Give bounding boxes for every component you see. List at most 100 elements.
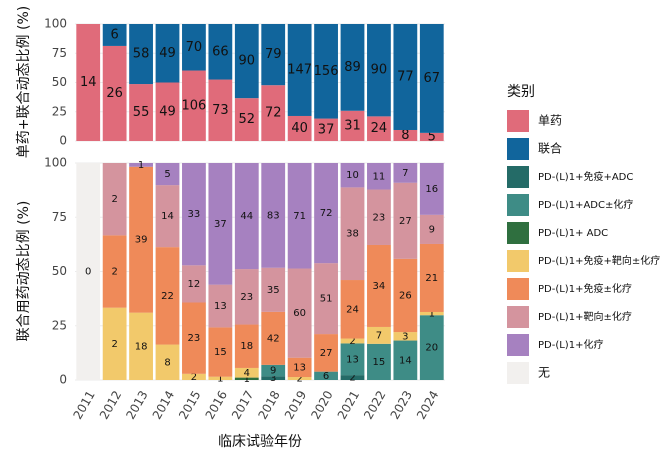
bar-segment — [182, 373, 206, 380]
data-label: 11 — [373, 171, 386, 182]
y-tick-label: 25 — [52, 104, 67, 118]
data-label: 3 — [270, 373, 276, 384]
bar-segment — [393, 163, 418, 183]
legend-label: 联合 — [538, 141, 562, 156]
bar-segment — [314, 118, 338, 141]
x-tick-label: 2024 — [414, 388, 441, 421]
bar-segment — [340, 110, 365, 141]
bar-segment — [367, 244, 391, 327]
bar-segment — [314, 263, 338, 335]
bar-segment — [208, 163, 233, 285]
bar-segment — [155, 82, 180, 141]
data-label: 72 — [320, 208, 333, 219]
data-label: 1 — [429, 309, 435, 320]
y-tick-label: 100 — [44, 17, 67, 31]
x-tick-label: 2017 — [229, 388, 256, 421]
bar-segment — [129, 166, 153, 313]
bar-segment — [314, 24, 338, 119]
data-label: 15 — [373, 357, 386, 368]
bar-segment — [234, 163, 259, 270]
bar-segment — [287, 24, 312, 116]
bar-segment — [367, 116, 391, 141]
y-tick-label: 50 — [52, 264, 67, 278]
data-label: 66 — [212, 44, 229, 59]
bar-segment — [314, 163, 338, 264]
data-label: 14 — [161, 211, 174, 222]
data-label: 8 — [164, 357, 170, 368]
data-label: 37 — [214, 219, 227, 230]
data-label: 18 — [240, 341, 253, 352]
data-label: 38 — [346, 229, 359, 240]
bar-segment — [102, 235, 127, 308]
data-label: 83 — [267, 210, 280, 221]
bar-segment — [287, 377, 312, 380]
x-tick-label: 2018 — [255, 388, 282, 421]
legend-swatch — [507, 334, 529, 356]
bar-segment — [340, 280, 365, 339]
bar-segment — [419, 311, 444, 316]
y-tick-label: 25 — [52, 318, 67, 332]
data-label: 52 — [239, 112, 256, 127]
bar-segment — [261, 376, 286, 380]
data-label: 73 — [212, 103, 229, 118]
bar-segment — [340, 163, 365, 188]
data-label: 5 — [428, 129, 436, 144]
legend-label: PD-(L)1+化疗 — [538, 338, 603, 351]
legend-swatch — [507, 306, 529, 328]
bar-segment — [102, 307, 127, 380]
data-label: 4 — [244, 368, 250, 379]
x-tick-label: 2013 — [123, 388, 150, 421]
data-label: 42 — [267, 333, 280, 344]
data-label: 147 — [287, 62, 312, 77]
bar-segment — [208, 79, 233, 141]
data-label: 60 — [293, 308, 306, 319]
data-label: 39 — [135, 235, 148, 246]
x-tick-label: 2015 — [176, 388, 203, 421]
bar-segment — [419, 132, 444, 141]
data-label: 3 — [402, 331, 408, 342]
data-label: 40 — [291, 121, 308, 136]
data-label: 24 — [346, 304, 359, 315]
bar-segment — [287, 268, 312, 358]
bar-segment — [129, 24, 153, 85]
legend-label: 无 — [538, 366, 550, 380]
bar-segment — [76, 24, 101, 141]
legend-label: PD-(L)1+免疫+靶向±化疗 — [538, 254, 660, 267]
bar-segment — [340, 343, 365, 376]
x-tick-label: 2021 — [335, 388, 362, 421]
data-label: 1 — [244, 374, 250, 385]
bar-segment — [182, 265, 206, 303]
data-label: 90 — [239, 54, 256, 69]
data-label: 77 — [397, 69, 414, 84]
x-tick-label: 2014 — [150, 388, 177, 421]
data-label: 2 — [111, 267, 117, 278]
bar-segment — [393, 129, 418, 141]
bar-segment — [129, 312, 153, 380]
legend-title: 类别 — [507, 84, 535, 100]
legend-label: PD-(L)1+免疫±化疗 — [538, 282, 632, 295]
data-label: 2 — [349, 373, 355, 384]
data-label: 6 — [111, 27, 119, 42]
legend-swatch — [507, 166, 529, 188]
bar-segment — [208, 284, 233, 328]
y-tick-label: 75 — [52, 210, 67, 224]
bar-segment — [393, 340, 418, 380]
bar-segment — [340, 338, 365, 344]
data-label: 16 — [425, 184, 438, 195]
bar-segment — [102, 163, 127, 236]
bar-segment — [234, 98, 259, 141]
bar-segment — [234, 367, 259, 378]
bar-segment — [367, 343, 391, 380]
data-label: 27 — [399, 216, 412, 227]
data-label: 18 — [135, 341, 148, 352]
x-tick-label: 2019 — [282, 388, 309, 421]
bar-segment — [155, 185, 180, 248]
data-label: 58 — [133, 47, 150, 62]
data-label: 24 — [371, 121, 388, 136]
x-axis-label: 临床试验年份 — [218, 434, 302, 450]
bar-segment — [102, 24, 127, 46]
bar-segment — [419, 214, 444, 244]
legend-swatch — [507, 250, 529, 272]
legend-swatch — [507, 138, 529, 160]
data-label: 2 — [111, 339, 117, 350]
